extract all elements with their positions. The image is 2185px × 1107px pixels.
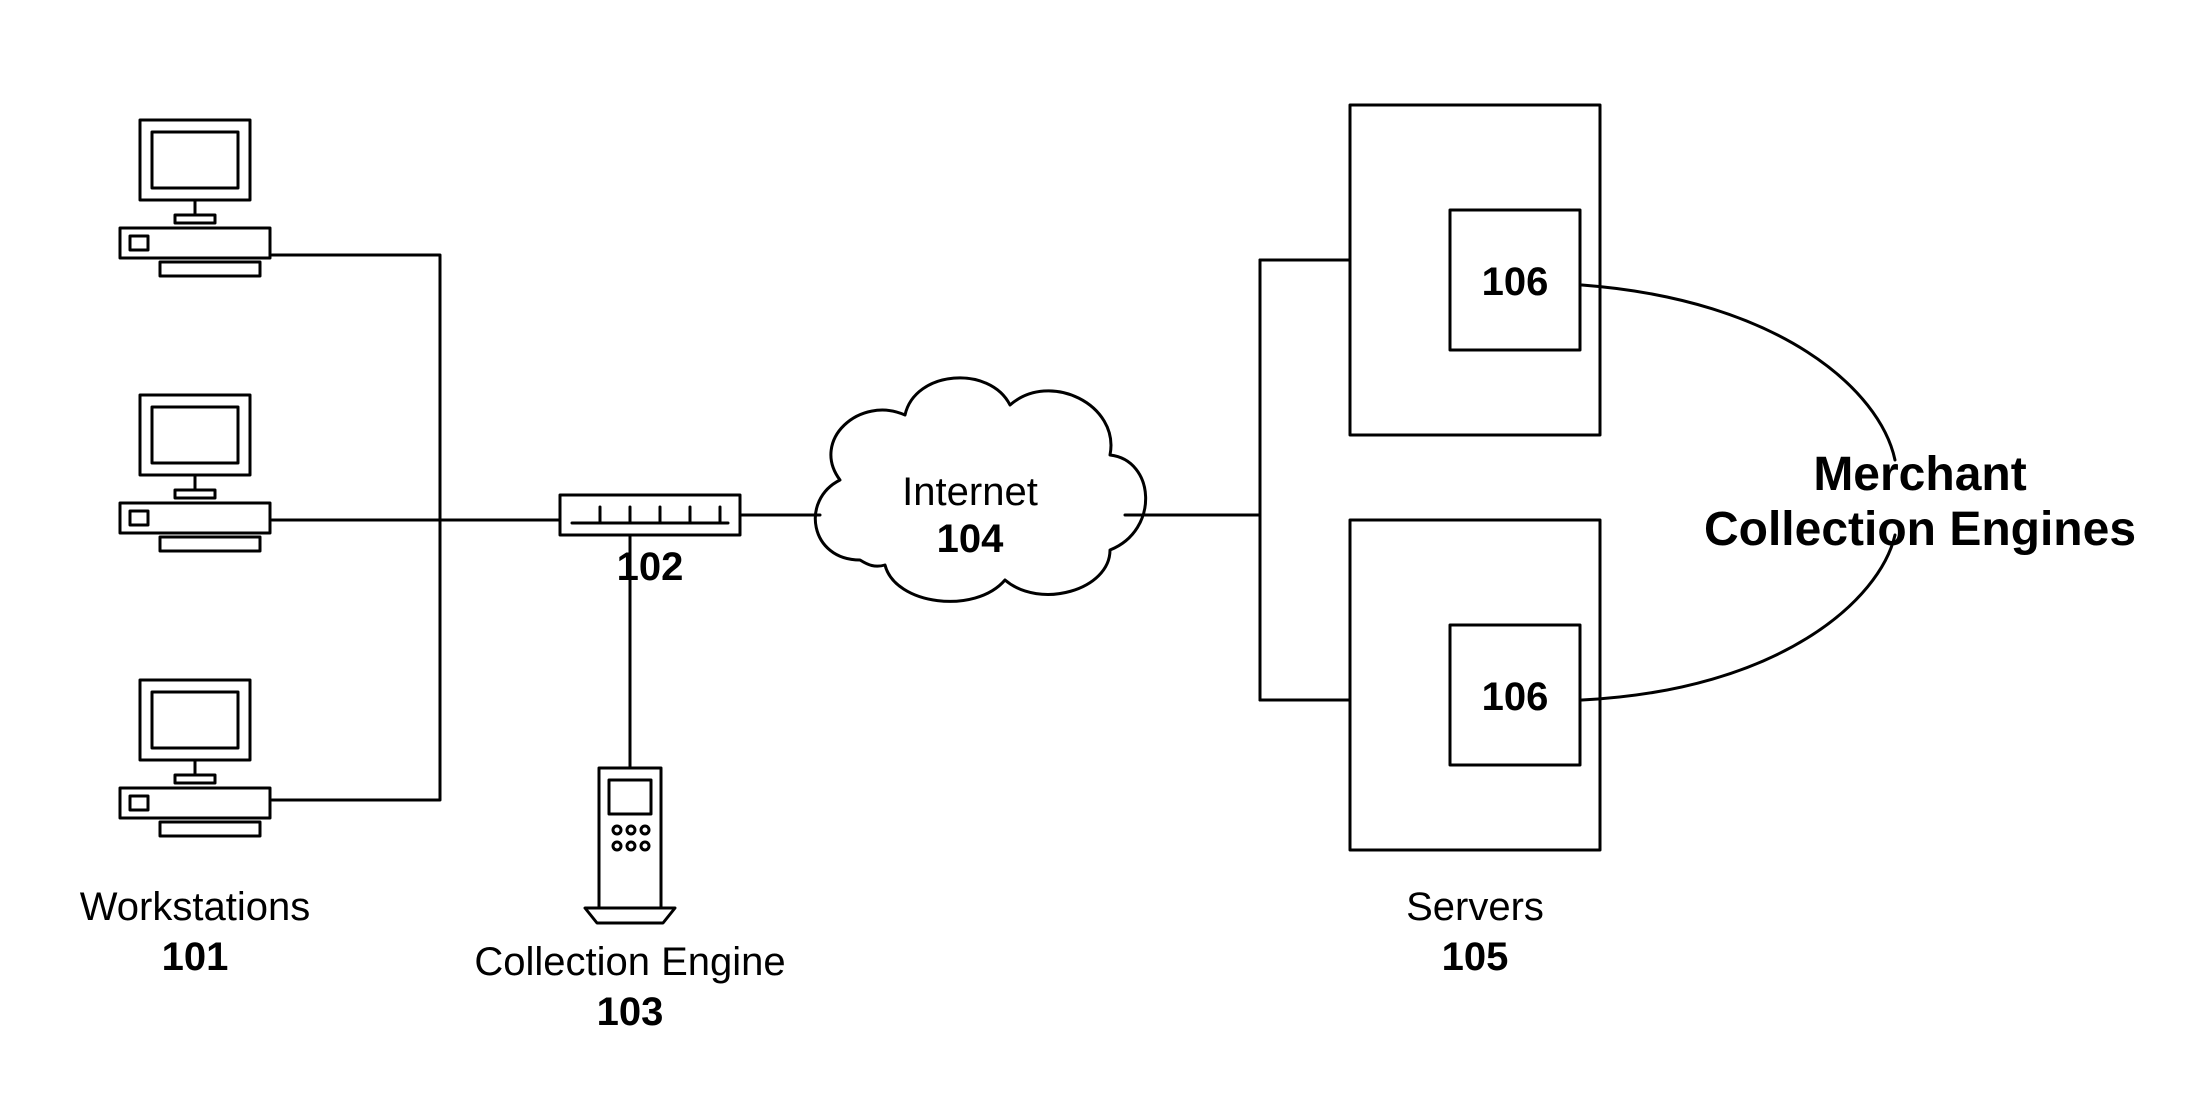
internet-num: 104 [937, 517, 1004, 561]
edge [272, 255, 560, 800]
workstations-num: 101 [162, 935, 229, 979]
merchant-label-line2: Collection Engines [1704, 503, 2136, 556]
workstation-icon [120, 680, 270, 836]
server-box-num-b: 106 [1482, 675, 1549, 719]
edge-curve [1582, 285, 1895, 460]
server-icon [1350, 105, 1600, 435]
edge [1260, 260, 1350, 700]
internet-label: Internet [902, 470, 1038, 514]
router-icon [560, 495, 740, 535]
collection-engine-num: 103 [597, 990, 664, 1034]
servers-num: 105 [1442, 935, 1509, 979]
collection-engine-icon [585, 768, 675, 923]
server-box-num-a: 106 [1482, 260, 1549, 304]
servers-label: Servers [1406, 885, 1544, 929]
router-num: 102 [617, 545, 684, 589]
server-icon [1350, 520, 1600, 850]
merchant-label-line1: Merchant [1813, 448, 2026, 501]
collection-engine-label: Collection Engine [474, 940, 785, 984]
edge-curve [1582, 535, 1895, 700]
workstation-icon [120, 395, 270, 551]
workstations-label: Workstations [80, 885, 310, 929]
workstation-icon [120, 120, 270, 276]
